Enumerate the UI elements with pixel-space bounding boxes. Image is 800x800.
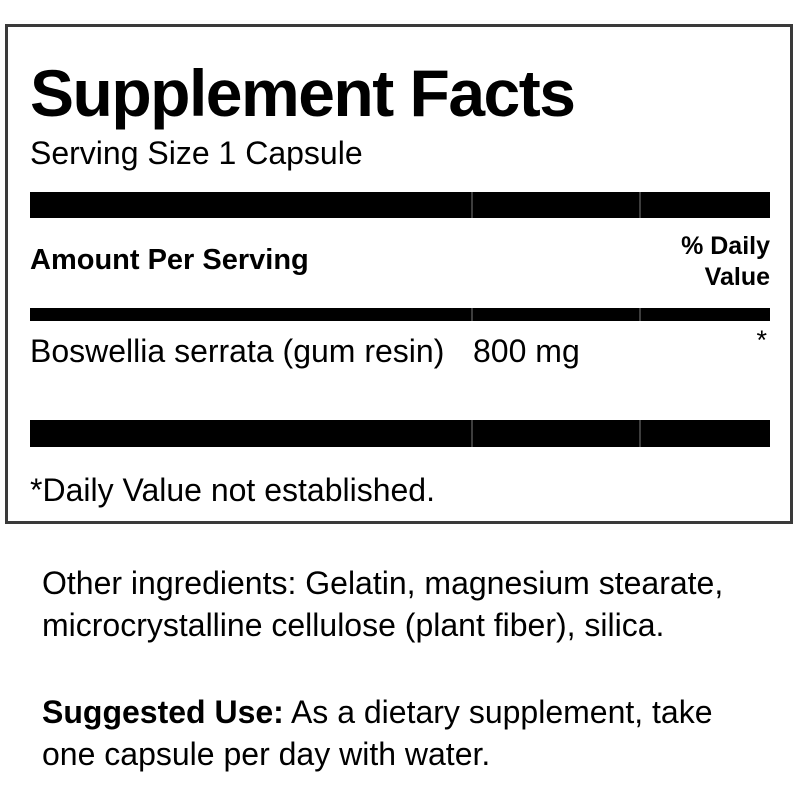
column-divider [471,192,473,218]
suggested-use-paragraph: Suggested Use: As a dietary supplement, … [42,691,756,775]
serving-size-text: Serving Size 1 Capsule [30,135,363,171]
column-divider [639,192,641,218]
ingredient-name: Boswellia serrata (gum resin) [30,333,445,369]
table-row: Boswellia serrata (gum resin) 800 mg * [30,321,770,420]
amount-per-serving-header: Amount Per Serving [30,244,309,276]
separator-bar-thick-top [30,192,770,218]
percent-daily-value-header: % Daily Value [681,232,770,291]
ingredient-daily-value: * [756,325,767,355]
daily-value-footnote: *Daily Value not established. [30,472,435,508]
separator-bar-thin [30,308,770,321]
column-divider [639,308,641,321]
supplement-facts-title: Supplement Facts [30,56,576,130]
ingredient-amount: 800 mg [473,333,580,369]
other-ingredients-label: Other ingredients: [42,565,297,601]
suggested-use-text: As a dietary supplement, take one capsul… [42,694,713,772]
column-divider [471,420,473,447]
supplement-facts-panel: Supplement Facts Serving Size 1 Capsule … [5,24,793,524]
table-header-row: Amount Per Serving % Daily Value [30,218,770,308]
column-divider [471,308,473,321]
suggested-use-label: Suggested Use: [42,694,284,730]
other-ingredients-paragraph: Other ingredients: Gelatin, magnesium st… [42,562,756,646]
separator-bar-thick-bottom [30,420,770,447]
other-ingredients-text: Gelatin, magnesium stearate, microcrysta… [42,565,724,643]
column-divider [639,420,641,447]
